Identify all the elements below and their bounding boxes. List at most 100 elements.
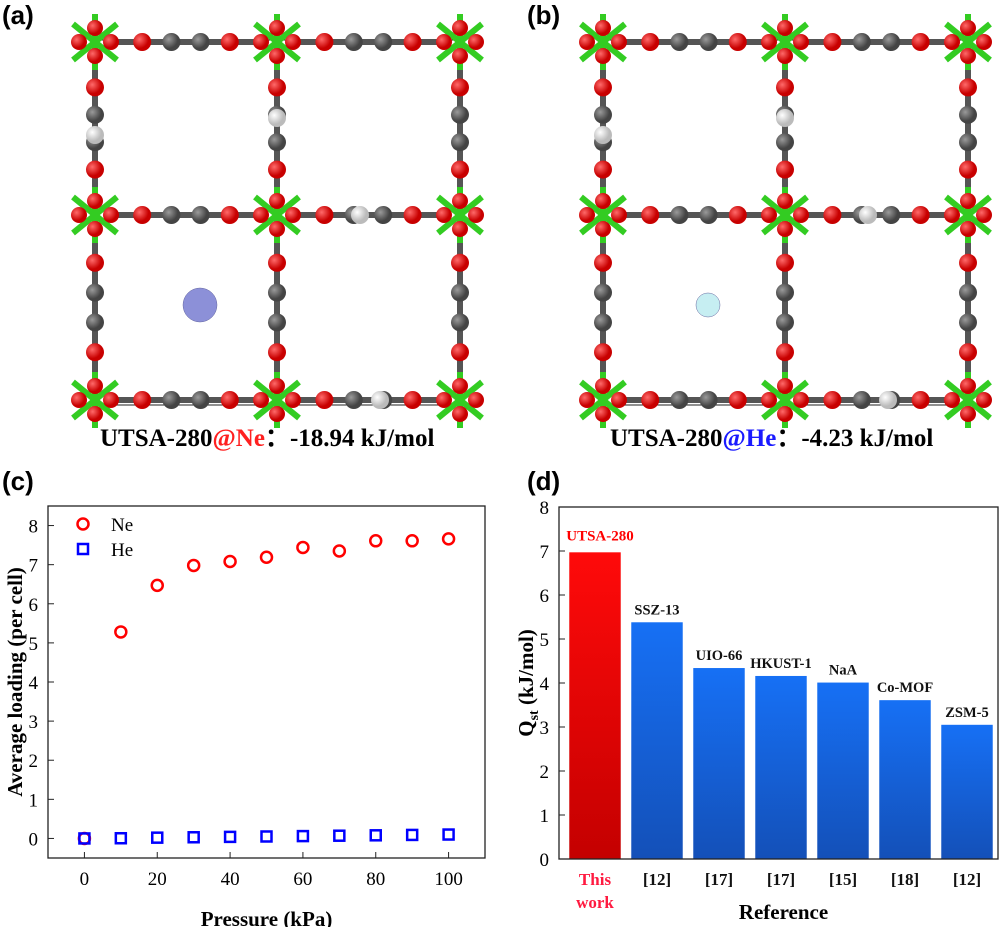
oxygen-atom: [87, 406, 103, 422]
oxygen-atom: [777, 20, 793, 36]
oxygen-atom: [285, 207, 301, 223]
carbon-atom: [162, 206, 181, 224]
oxygen-atom: [87, 221, 103, 237]
category-label: [15]: [829, 870, 857, 889]
bar-label: Co-MOF: [877, 680, 934, 696]
y-tick-label: 5: [540, 630, 550, 651]
oxygen-atom: [959, 253, 977, 272]
y-tick-label: 5: [29, 634, 39, 655]
oxygen-atom: [87, 20, 103, 36]
metal-node-bond: [93, 212, 119, 236]
carbon-atom: [268, 133, 286, 152]
ne-data-point: [259, 550, 274, 564]
oxygen-atom: [71, 207, 87, 223]
metal-node-bond: [458, 212, 484, 236]
metal-node-bond: [601, 21, 627, 45]
metal-node-bond: [275, 194, 301, 218]
metal-node-bond: [944, 21, 970, 45]
oxygen-atom: [436, 34, 452, 50]
oxygen-atom: [468, 392, 484, 408]
metal-node-bond: [761, 21, 787, 45]
oxygen-atom: [268, 253, 286, 272]
x-tick-label: 0: [80, 869, 90, 890]
oxygen-atom: [403, 206, 422, 224]
bar: [569, 552, 621, 859]
metal-node-bond: [93, 194, 119, 218]
oxygen-atom: [777, 378, 793, 394]
oxygen-atom: [103, 207, 119, 223]
oxygen-atom: [776, 343, 794, 362]
oxygen-atom: [823, 206, 842, 224]
oxygen-atom: [285, 392, 301, 408]
oxygen-atom: [268, 343, 286, 362]
oxygen-atom: [595, 193, 611, 209]
metal-node-bond: [253, 21, 279, 45]
oxygen-atom: [976, 392, 992, 408]
he-data-point: [260, 830, 273, 843]
oxygen-atom: [451, 78, 469, 97]
metal-node-bond: [458, 39, 484, 63]
oxygen-atom: [579, 207, 595, 223]
carbon-atom: [86, 313, 104, 332]
carbon-atom: [776, 313, 794, 332]
qst-bar-chart: UTSA-280 This work SSZ-13 [12] UIO-66 [17] HKUS…: [514, 498, 999, 924]
oxygen-atom: [960, 20, 976, 36]
hydrogen-atom: [859, 206, 877, 224]
he-data-point: [187, 831, 200, 844]
metal-node-bond: [275, 212, 301, 236]
oxygen-atom: [611, 34, 627, 50]
y-tick-label: 2: [540, 762, 550, 783]
carbon-atom: [451, 105, 469, 124]
caption-a-guest: @Ne: [212, 425, 265, 452]
metal-node-bond: [579, 21, 605, 45]
metal-node-bond: [966, 397, 992, 421]
metal-node-bond: [71, 212, 97, 236]
caption-a-sep: ：: [264, 425, 290, 452]
y-tick-label: 0: [540, 850, 550, 871]
oxygen-atom: [777, 48, 793, 64]
y-tick-label: 8: [540, 498, 550, 519]
metal-node-bond: [253, 397, 279, 421]
oxygen-atom: [268, 78, 286, 97]
he-data-point: [442, 828, 455, 841]
carbon-atom: [852, 391, 871, 409]
guest-atom: [182, 287, 218, 323]
oxygen-atom: [87, 193, 103, 209]
metal-node-bond: [966, 21, 992, 45]
metal-node-bond: [783, 379, 809, 403]
carbon-atom: [162, 391, 181, 409]
metal-node-bond: [944, 397, 970, 421]
crystal-structure-he: [579, 14, 992, 428]
carbon-atom: [699, 206, 718, 224]
carbon-atom: [852, 33, 871, 51]
oxygen-atom: [253, 392, 269, 408]
category-label: work: [576, 893, 614, 912]
metal-node-bond: [253, 194, 279, 218]
y-tick-label: 0: [29, 829, 39, 850]
oxygen-atom: [579, 34, 595, 50]
oxygen-atom: [944, 207, 960, 223]
oxygen-atom: [911, 391, 930, 409]
oxygen-atom: [452, 221, 468, 237]
metal-node-bond: [966, 212, 992, 236]
bar: [941, 724, 993, 859]
metal-node-bond: [783, 397, 809, 421]
oxygen-atom: [269, 48, 285, 64]
y-tick-label: 4: [29, 673, 39, 694]
hydrogen-atom: [371, 391, 389, 409]
metal-node-bond: [436, 397, 462, 421]
y-tick-label: 1: [540, 806, 550, 827]
metal-node-bond: [253, 39, 279, 63]
carbon-atom: [451, 283, 469, 302]
oxygen-atom: [944, 392, 960, 408]
metal-node-bond: [253, 379, 279, 403]
oxygen-atom: [403, 33, 422, 51]
ne-data-point: [369, 534, 383, 548]
caption-a-energy: -18.94 kJ/mol: [289, 425, 435, 452]
oxygen-atom: [452, 378, 468, 394]
oxygen-atom: [960, 406, 976, 422]
oxygen-atom: [253, 207, 269, 223]
carbon-atom: [670, 33, 689, 51]
metal-node-bond: [579, 212, 605, 236]
